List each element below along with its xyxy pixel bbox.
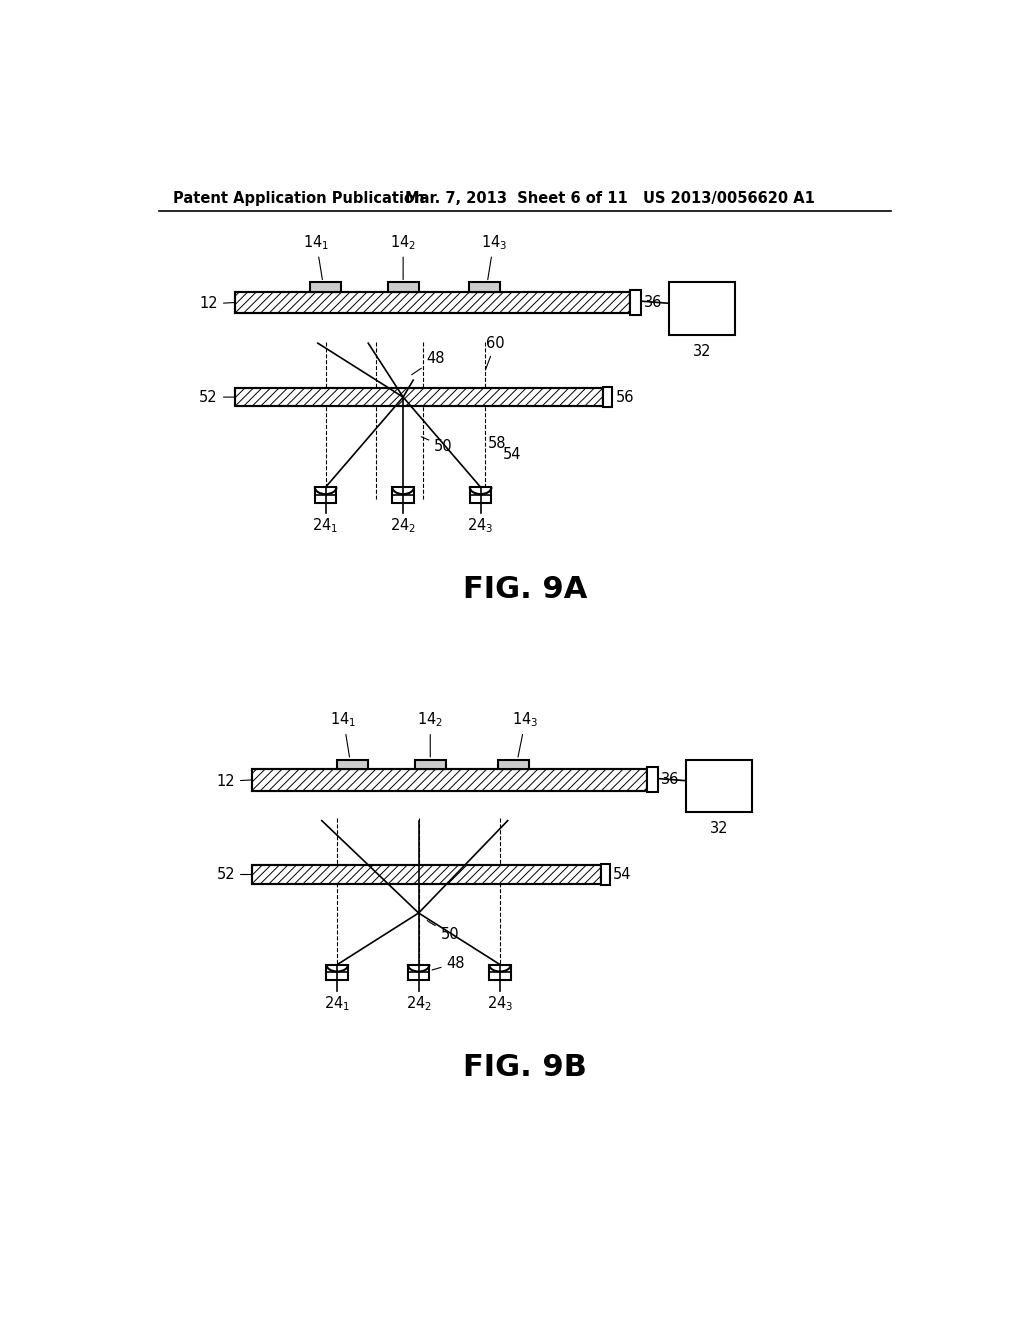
Bar <box>388 282 419 292</box>
Bar <box>392 487 414 503</box>
Text: FIG. 9A: FIG. 9A <box>463 576 587 605</box>
Bar <box>489 965 511 979</box>
Bar <box>630 290 641 314</box>
Bar <box>603 387 612 407</box>
Text: 24$_2$: 24$_2$ <box>390 516 416 535</box>
Text: FIG. 9B: FIG. 9B <box>463 1052 587 1081</box>
Text: 52: 52 <box>200 389 234 405</box>
Text: 60: 60 <box>485 335 505 370</box>
Bar <box>327 965 348 979</box>
Text: 54: 54 <box>503 446 521 462</box>
Bar <box>647 767 658 792</box>
Text: 56: 56 <box>615 389 634 405</box>
Text: US 2013/0056620 A1: US 2013/0056620 A1 <box>643 191 815 206</box>
Bar <box>314 487 337 503</box>
Text: 14$_1$: 14$_1$ <box>331 710 356 758</box>
Bar <box>470 487 492 503</box>
Text: 58: 58 <box>487 436 506 451</box>
Text: 14$_3$: 14$_3$ <box>480 232 507 280</box>
Text: 24$_3$: 24$_3$ <box>467 516 494 535</box>
Text: 24$_1$: 24$_1$ <box>325 994 350 1012</box>
Text: 14$_3$: 14$_3$ <box>512 710 539 758</box>
Text: 24$_3$: 24$_3$ <box>486 994 513 1012</box>
Bar <box>234 388 603 407</box>
Text: 14$_2$: 14$_2$ <box>390 232 416 280</box>
Bar <box>234 388 603 407</box>
Text: 48: 48 <box>412 351 444 375</box>
Bar <box>252 866 601 884</box>
Text: 50: 50 <box>421 437 453 454</box>
Text: 14$_2$: 14$_2$ <box>417 710 443 756</box>
Text: 50: 50 <box>427 920 459 942</box>
Text: Mar. 7, 2013  Sheet 6 of 11: Mar. 7, 2013 Sheet 6 of 11 <box>406 191 628 206</box>
Text: 32: 32 <box>710 821 728 837</box>
Bar <box>310 282 341 292</box>
Text: Patent Application Publication: Patent Application Publication <box>173 191 425 206</box>
Bar <box>415 760 445 770</box>
Text: 52: 52 <box>216 867 252 882</box>
Bar <box>337 760 369 770</box>
Text: 54: 54 <box>613 867 632 882</box>
Bar <box>669 282 735 335</box>
Bar <box>686 760 752 812</box>
Bar <box>601 865 610 884</box>
Bar <box>234 292 630 313</box>
Text: 36: 36 <box>662 772 680 787</box>
Text: 12: 12 <box>200 297 234 312</box>
Text: 24$_1$: 24$_1$ <box>312 516 339 535</box>
Text: 32: 32 <box>692 345 711 359</box>
Bar <box>252 770 647 791</box>
Bar <box>499 760 529 770</box>
Bar <box>469 282 500 292</box>
Bar <box>234 292 630 313</box>
Text: 24$_2$: 24$_2$ <box>406 994 432 1012</box>
Bar <box>252 866 601 884</box>
Bar <box>408 965 429 979</box>
Text: 48: 48 <box>432 956 465 970</box>
Text: 36: 36 <box>644 294 663 310</box>
Text: 12: 12 <box>216 774 252 789</box>
Bar <box>252 770 647 791</box>
Text: 14$_1$: 14$_1$ <box>303 232 330 280</box>
